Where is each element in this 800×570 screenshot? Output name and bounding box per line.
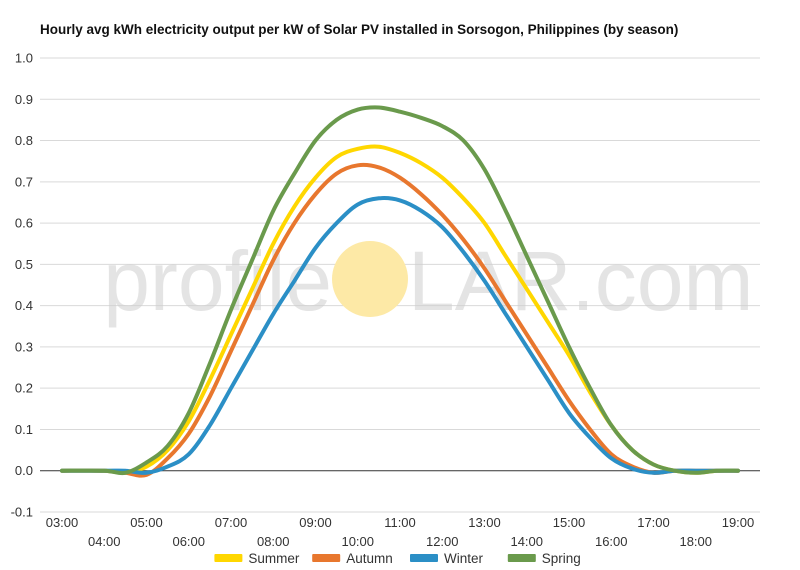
y-tick-label: 0.5 [15, 257, 33, 272]
legend-label: Autumn [346, 551, 393, 566]
y-tick-label: 0.7 [15, 174, 33, 189]
y-tick-label: 0.3 [15, 339, 33, 354]
y-tick-label: 0.6 [15, 216, 33, 231]
y-tick-label: 0.4 [15, 298, 33, 313]
legend[interactable]: Summer Autumn Winter Spring [214, 551, 581, 566]
x-tick-label: 13:00 [468, 515, 501, 530]
y-tick-label: 0.9 [15, 92, 33, 107]
legend-swatch [507, 554, 536, 562]
x-axis-ticks: 03:00 04:00 05:00 06:00 07:00 08:00 09:00 10:00… [46, 515, 755, 549]
chart-title: Hourly avg kWh electricity output per kW… [40, 22, 678, 37]
x-tick-label: 16:00 [595, 534, 628, 549]
y-tick-label: 0.8 [15, 133, 33, 148]
x-tick-label: 07:00 [215, 515, 248, 530]
watermark-text-right: LAR.com [408, 234, 753, 328]
y-tick-label: 0.0 [15, 463, 33, 478]
x-tick-label: 06:00 [172, 534, 205, 549]
y-tick-label: 0.1 [15, 422, 33, 437]
y-tick-label: -0.1 [11, 505, 33, 520]
legend-item-spring[interactable]: Spring [507, 551, 581, 566]
legend-label: Spring [542, 551, 581, 566]
x-tick-label: 04:00 [88, 534, 121, 549]
legend-item-winter[interactable]: Winter [410, 551, 484, 566]
y-tick-label: 0.2 [15, 381, 33, 396]
x-tick-label: 09:00 [299, 515, 332, 530]
y-axis-ticks: 1.0 0.9 0.8 0.7 0.6 0.5 0.4 0.3 0.2 0.1 0.0 -0.1 [11, 51, 33, 520]
x-tick-label: 15:00 [553, 515, 586, 530]
watermark: profile LAR.com [103, 234, 753, 328]
watermark-sun [332, 241, 408, 317]
legend-item-autumn[interactable]: Autumn [312, 551, 393, 566]
x-tick-label: 08:00 [257, 534, 290, 549]
x-tick-label: 11:00 [384, 515, 416, 530]
y-tick-label: 1.0 [15, 51, 33, 66]
series-line-autumn [60, 162, 740, 478]
x-tick-label: 14:00 [510, 534, 543, 549]
legend-swatch [312, 554, 341, 562]
legend-item-summer[interactable]: Summer [214, 551, 300, 566]
x-tick-label: 18:00 [679, 534, 712, 549]
legend-swatch [410, 554, 438, 562]
legend-label: Winter [444, 551, 484, 566]
x-tick-label: 19:00 [722, 515, 755, 530]
x-tick-label: 05:00 [130, 515, 163, 530]
x-tick-label: 17:00 [637, 515, 670, 530]
x-tick-label: 10:00 [341, 534, 374, 549]
legend-label: Summer [248, 551, 300, 566]
series-lines [60, 105, 740, 478]
watermark-text-left: profile [103, 234, 332, 328]
series-line-spring [60, 105, 740, 476]
legend-swatch [214, 554, 243, 562]
x-tick-label: 03:00 [46, 515, 79, 530]
x-tick-label: 12:00 [426, 534, 459, 549]
series-line-winter [60, 196, 740, 475]
